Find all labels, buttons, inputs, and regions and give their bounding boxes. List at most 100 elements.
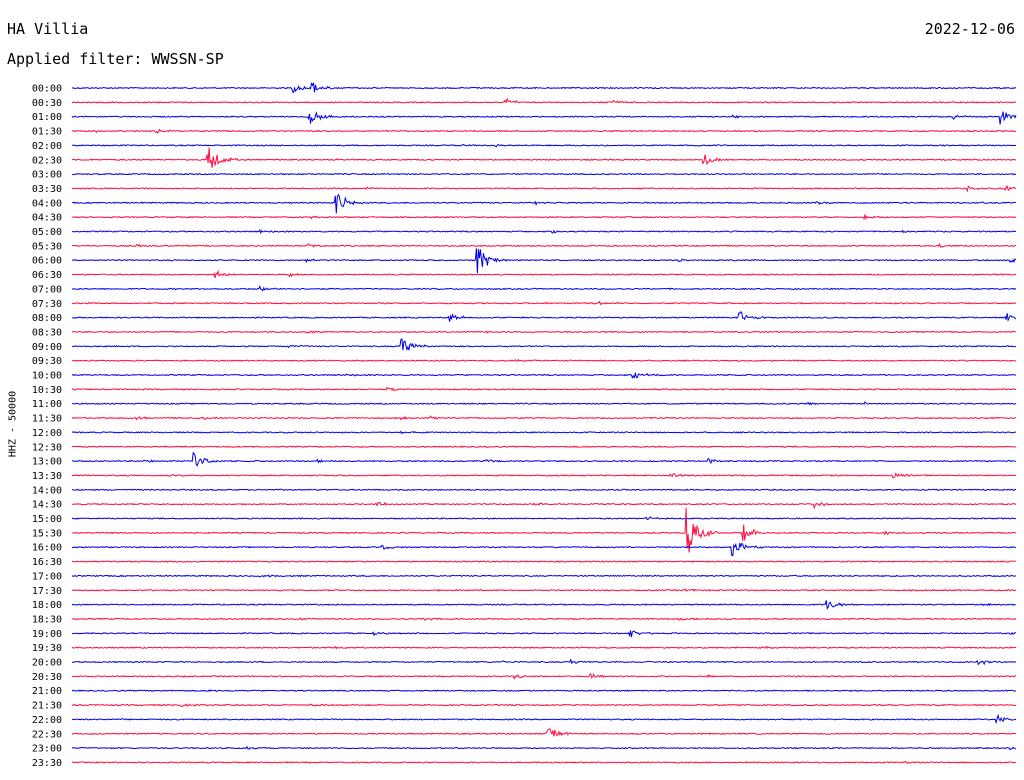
- seismic-trace: [71, 330, 1017, 334]
- time-tick-label: 23:30: [32, 758, 62, 769]
- time-tick-label: 06:00: [32, 256, 62, 267]
- time-tick-label: 15:00: [32, 514, 62, 525]
- seismic-trace: [71, 703, 1017, 708]
- seismic-trace: [71, 284, 1017, 292]
- time-tick-label: 08:30: [32, 327, 62, 338]
- time-tick-label: 21:30: [32, 701, 62, 712]
- time-tick-label: 00:00: [32, 84, 62, 95]
- time-tick-label: 13:00: [32, 457, 62, 468]
- time-tick-label: 23:00: [32, 744, 62, 755]
- seismic-trace: [71, 97, 1017, 104]
- seismic-trace: [71, 358, 1017, 363]
- time-tick-label: 21:00: [32, 686, 62, 697]
- time-tick-label: 11:30: [32, 414, 62, 425]
- time-tick-label: 22:00: [32, 715, 62, 726]
- time-tick-label: 22:30: [32, 729, 62, 740]
- time-tick-label: 05:00: [32, 227, 62, 238]
- seismic-trace: [71, 658, 1017, 666]
- time-tick-label: 18:00: [32, 600, 62, 611]
- seismic-trace: [71, 600, 1017, 610]
- time-tick-label: 04:30: [32, 213, 62, 224]
- time-tick-label: 12:30: [32, 442, 62, 453]
- seismic-trace: [71, 689, 1017, 693]
- time-tick-label: 05:30: [32, 241, 62, 252]
- seismic-trace: [71, 673, 1017, 680]
- seismic-trace: [71, 228, 1017, 235]
- seismic-trace: [71, 542, 1017, 557]
- time-tick-label: 17:00: [32, 571, 62, 582]
- time-tick-label: 09:00: [32, 342, 62, 353]
- seismic-trace: [71, 630, 1017, 638]
- station-name: HA Villia: [7, 20, 89, 38]
- seismic-trace: [71, 128, 1017, 134]
- seismic-trace: [71, 516, 1017, 521]
- seismic-trace: [71, 193, 1017, 214]
- time-tick-label: 07:00: [32, 284, 62, 295]
- seismic-trace: [71, 185, 1017, 193]
- seismic-trace: [71, 588, 1017, 593]
- seismic-trace: [71, 645, 1017, 650]
- time-tick-label: 12:00: [32, 428, 62, 439]
- time-tick-label: 18:30: [32, 614, 62, 625]
- seismic-trace: [71, 760, 1017, 764]
- time-tick-label: 19:30: [32, 643, 62, 654]
- time-tick-label: 07:30: [32, 299, 62, 310]
- time-tick-label: 10:00: [32, 371, 62, 382]
- seismic-trace: [71, 617, 1017, 621]
- seismic-trace: [71, 430, 1017, 435]
- seismic-trace: [71, 143, 1017, 148]
- seismic-trace: [71, 415, 1017, 421]
- seismic-trace: [71, 372, 1016, 379]
- time-tick-label: 08:00: [32, 313, 62, 324]
- time-tick-label: 02:00: [32, 141, 62, 152]
- time-tick-label: 11:00: [32, 399, 62, 410]
- time-tick-label: 20:00: [32, 658, 62, 669]
- seismic-trace: [71, 269, 1017, 279]
- seismic-trace: [71, 501, 1017, 510]
- seismic-trace: [71, 401, 1017, 406]
- time-tick-label: 03:30: [32, 184, 62, 195]
- time-tick-label: 14:00: [32, 485, 62, 496]
- time-tick-label: 16:00: [32, 543, 62, 554]
- time-tick-label: 16:30: [32, 557, 62, 568]
- time-tick-label: 14:30: [32, 500, 62, 511]
- seismic-trace: [71, 507, 1017, 553]
- seismic-trace: [71, 311, 1017, 322]
- seismic-trace: [71, 248, 1017, 274]
- time-tick-label: 04:00: [32, 198, 62, 209]
- seismic-trace: [71, 574, 1017, 578]
- seismic-trace: [71, 728, 1017, 737]
- seismic-trace: [71, 445, 1017, 449]
- time-tick-label: 19:00: [32, 629, 62, 640]
- time-tick-label: 20:30: [32, 672, 62, 683]
- time-tick-label: 13:30: [32, 471, 62, 482]
- seismic-trace: [71, 713, 1017, 725]
- filter-label: Applied filter: WWSSN-SP: [7, 50, 224, 68]
- seismic-trace: [71, 745, 1017, 751]
- seismic-trace: [71, 82, 1017, 94]
- seismic-trace: [71, 172, 1017, 176]
- time-tick-label: 09:30: [32, 356, 62, 367]
- seismic-trace: [71, 300, 1017, 306]
- time-tick-label: 06:30: [32, 270, 62, 281]
- time-tick-label: 10:30: [32, 385, 62, 396]
- seismic-trace: [71, 111, 1017, 125]
- seismic-trace: [71, 338, 1017, 352]
- seismic-trace: [71, 386, 1017, 392]
- time-tick-label: 15:30: [32, 528, 62, 539]
- seismic-trace: [71, 147, 1017, 168]
- seismic-trace: [71, 472, 1017, 479]
- record-date: 2022-12-06: [924, 20, 1015, 38]
- time-tick-label: 00:30: [32, 98, 62, 109]
- time-tick-label: 01:00: [32, 112, 62, 123]
- time-tick-label: 02:30: [32, 155, 62, 166]
- time-tick-label: 03:00: [32, 170, 62, 181]
- seismic-trace: [71, 451, 1017, 467]
- seismic-trace: [71, 560, 1017, 563]
- seismic-trace: [71, 242, 1017, 249]
- time-tick-label: 17:30: [32, 586, 62, 597]
- seismic-trace: [71, 214, 1017, 221]
- seismic-trace: [71, 488, 1017, 491]
- time-tick-label: 01:30: [32, 127, 62, 138]
